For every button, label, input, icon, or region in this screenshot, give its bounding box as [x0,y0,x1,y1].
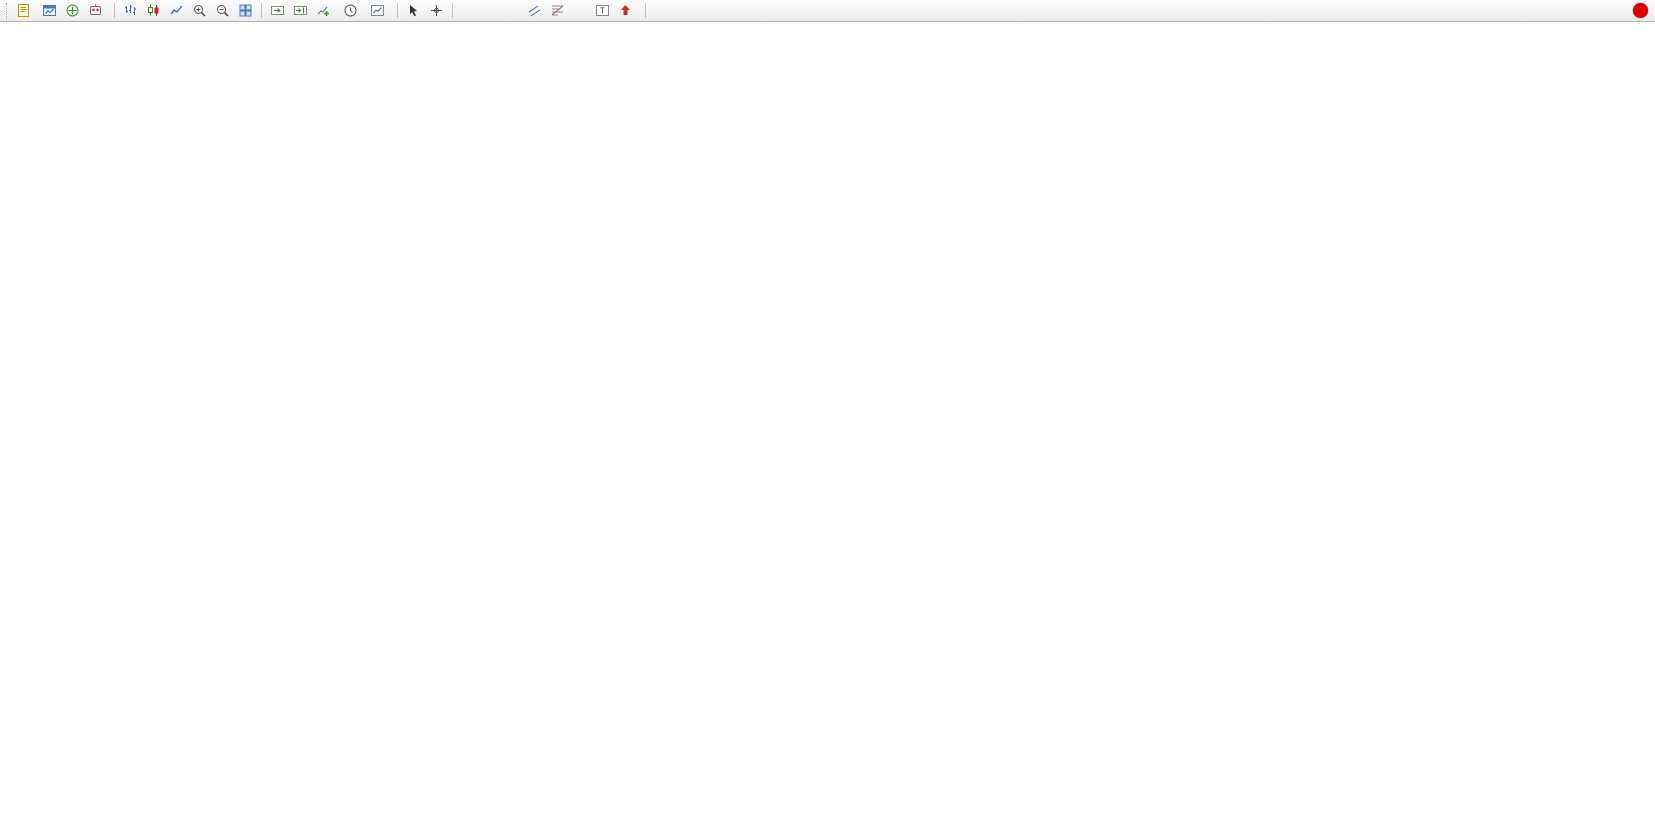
trendline-button[interactable] [501,1,523,21]
horizontal-line-button[interactable] [479,1,501,21]
template-icon [370,3,385,18]
toolbar-grip[interactable] [6,2,9,19]
text-label-button[interactable]: T [591,1,614,21]
clock-icon [343,3,358,18]
templates-button[interactable] [366,1,393,21]
text-label-icon: T [595,3,610,18]
market-watch-button[interactable] [38,1,61,21]
chart-window [0,22,1655,824]
market-watch-icon [42,3,57,18]
zoom-in-icon [192,3,207,18]
tile-windows-icon [238,3,253,18]
periods-button[interactable] [339,1,366,21]
vertical-line-button[interactable] [457,1,479,21]
arrows-tool-icon [618,3,633,18]
notification-badge[interactable] [1633,3,1648,18]
chart-svg[interactable] [0,22,1655,824]
auto-scroll-icon [270,3,285,18]
zoom-out-button[interactable] [211,1,234,21]
bar-chart-button[interactable] [119,1,142,21]
cursor-icon [406,3,421,18]
indicators-icon [316,3,331,18]
toolbar-separator [397,3,398,18]
line-chart-button[interactable] [165,1,188,21]
toolbar-separator [114,3,115,18]
chart-shift-icon [293,3,308,18]
chart-shift-button[interactable] [289,1,312,21]
zoom-in-button[interactable] [188,1,211,21]
auto-trading-button[interactable] [84,1,110,21]
crosshair-icon [429,3,444,18]
toolbar-separator [261,3,262,18]
text-tool-button[interactable] [569,1,591,21]
bar-chart-icon [123,3,138,18]
toolbar-separator [452,3,453,18]
navigator-icon [65,3,80,18]
arrows-tool-button[interactable] [614,1,641,21]
channel-icon [527,3,542,18]
crosshair-button[interactable] [425,1,448,21]
svg-text:T: T [600,7,605,16]
indicators-button[interactable] [312,1,339,21]
auto-trading-icon [88,3,103,18]
new-order-button[interactable] [12,1,38,21]
candlestick-chart-button[interactable] [142,1,165,21]
toolbar-separator [645,3,646,18]
main-toolbar: T [0,0,1655,22]
equidistant-channel-button[interactable] [523,1,546,21]
zoom-out-icon [215,3,230,18]
new-order-icon [16,3,31,18]
line-chart-icon [169,3,184,18]
navigator-button[interactable] [61,1,84,21]
auto-scroll-button[interactable] [266,1,289,21]
fibonacci-icon [550,3,565,18]
candlestick-chart-icon [146,3,161,18]
tile-windows-button[interactable] [234,1,257,21]
cursor-button[interactable] [402,1,425,21]
fibonacci-button[interactable] [546,1,569,21]
